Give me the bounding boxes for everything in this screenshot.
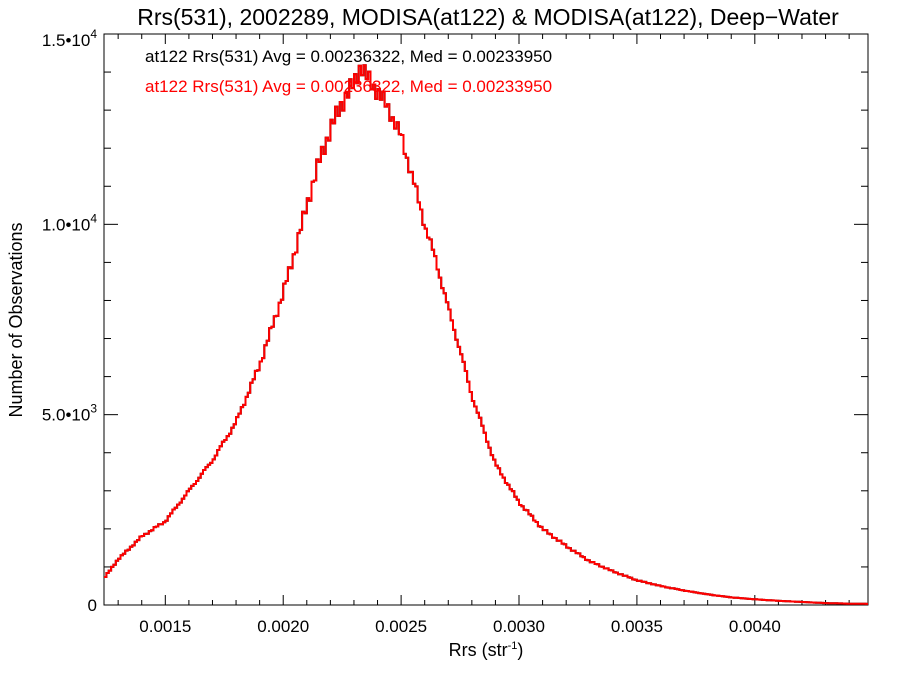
x-tick-label: 0.0035	[611, 617, 663, 636]
x-axis-label: Rrs (str-1)	[449, 640, 524, 660]
y-tick-label-exponent: 3	[90, 402, 97, 416]
y-tick-label-base: 0	[88, 596, 97, 615]
y-tick-label-base: 5.0•10	[42, 406, 91, 425]
annotation-red: at122 Rrs(531) Avg = 0.00236322, Med = 0…	[145, 77, 552, 96]
y-tick-label: 5.0•103	[42, 402, 98, 425]
y-tick-label-exponent: 4	[90, 27, 97, 41]
y-tick-label: 1.0•104	[42, 211, 98, 234]
x-tick-label: 0.0040	[729, 617, 781, 636]
x-tick-label: 0.0015	[139, 617, 191, 636]
y-tick-label-base: 1.0•10	[42, 215, 91, 234]
y-tick-label-exponent: 4	[90, 211, 97, 225]
histogram-series-0	[104, 64, 868, 605]
y-tick-label: 0	[88, 596, 97, 615]
x-tick-label: 0.0025	[375, 617, 427, 636]
x-tick-label: 0.0030	[493, 617, 545, 636]
x-axis-label-close: )	[517, 640, 523, 660]
histogram-series-1	[104, 64, 868, 605]
chart-title: Rrs(531), 2002289, MODISA(at122) & MODIS…	[137, 4, 839, 30]
x-tick-label: 0.0020	[257, 617, 309, 636]
plot-frame	[103, 33, 869, 606]
y-axis-label: Number of Observations	[6, 222, 26, 417]
y-tick-label-base: 1.5•10	[42, 31, 91, 50]
x-axis-label-text: Rrs (str	[449, 640, 508, 660]
y-tick-label: 1.5•104	[42, 27, 98, 50]
series-layer	[104, 64, 868, 605]
x-axis-ticks: 0.0015 0.0020 0.0025 0.0030 0.0035 0.0040	[117, 34, 850, 636]
annotation-black: at122 Rrs(531) Avg = 0.00236322, Med = 0…	[145, 47, 552, 66]
x-axis-label-superscript: -1	[508, 640, 518, 652]
